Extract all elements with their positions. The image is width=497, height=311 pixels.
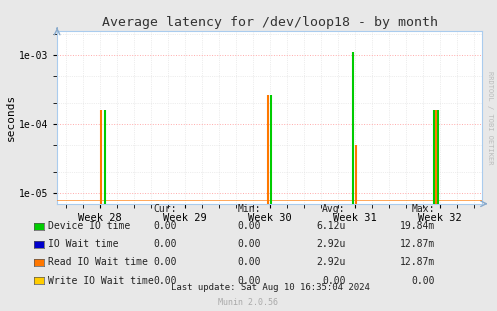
Text: 0.00: 0.00 xyxy=(153,239,176,249)
Text: 12.87m: 12.87m xyxy=(400,258,435,267)
Text: 0.00: 0.00 xyxy=(153,276,176,285)
Text: 0.00: 0.00 xyxy=(153,258,176,267)
Text: 2.92u: 2.92u xyxy=(316,258,345,267)
Title: Average latency for /dev/loop18 - by month: Average latency for /dev/loop18 - by mon… xyxy=(101,16,438,29)
Text: RRDTOOL / TOBI OETIKER: RRDTOOL / TOBI OETIKER xyxy=(487,72,493,165)
Text: Read IO Wait time: Read IO Wait time xyxy=(48,258,148,267)
Y-axis label: seconds: seconds xyxy=(6,94,16,141)
Text: 6.12u: 6.12u xyxy=(316,221,345,231)
Text: 0.00: 0.00 xyxy=(153,221,176,231)
Text: Cur:: Cur: xyxy=(153,204,176,214)
Text: 0.00: 0.00 xyxy=(412,276,435,285)
Text: 2.92u: 2.92u xyxy=(316,239,345,249)
Text: Last update: Sat Aug 10 16:35:04 2024: Last update: Sat Aug 10 16:35:04 2024 xyxy=(171,283,370,292)
Text: 0.00: 0.00 xyxy=(238,221,261,231)
Text: Avg:: Avg: xyxy=(322,204,345,214)
Text: 0.00: 0.00 xyxy=(238,239,261,249)
Text: Munin 2.0.56: Munin 2.0.56 xyxy=(219,299,278,307)
Text: Write IO Wait time: Write IO Wait time xyxy=(48,276,154,285)
Text: IO Wait time: IO Wait time xyxy=(48,239,118,249)
Text: 19.84m: 19.84m xyxy=(400,221,435,231)
Text: 12.87m: 12.87m xyxy=(400,239,435,249)
Text: Device IO time: Device IO time xyxy=(48,221,130,231)
Text: 0.00: 0.00 xyxy=(238,258,261,267)
Text: 0.00: 0.00 xyxy=(322,276,345,285)
Text: Min:: Min: xyxy=(238,204,261,214)
Text: 0.00: 0.00 xyxy=(238,276,261,285)
Text: Max:: Max: xyxy=(412,204,435,214)
